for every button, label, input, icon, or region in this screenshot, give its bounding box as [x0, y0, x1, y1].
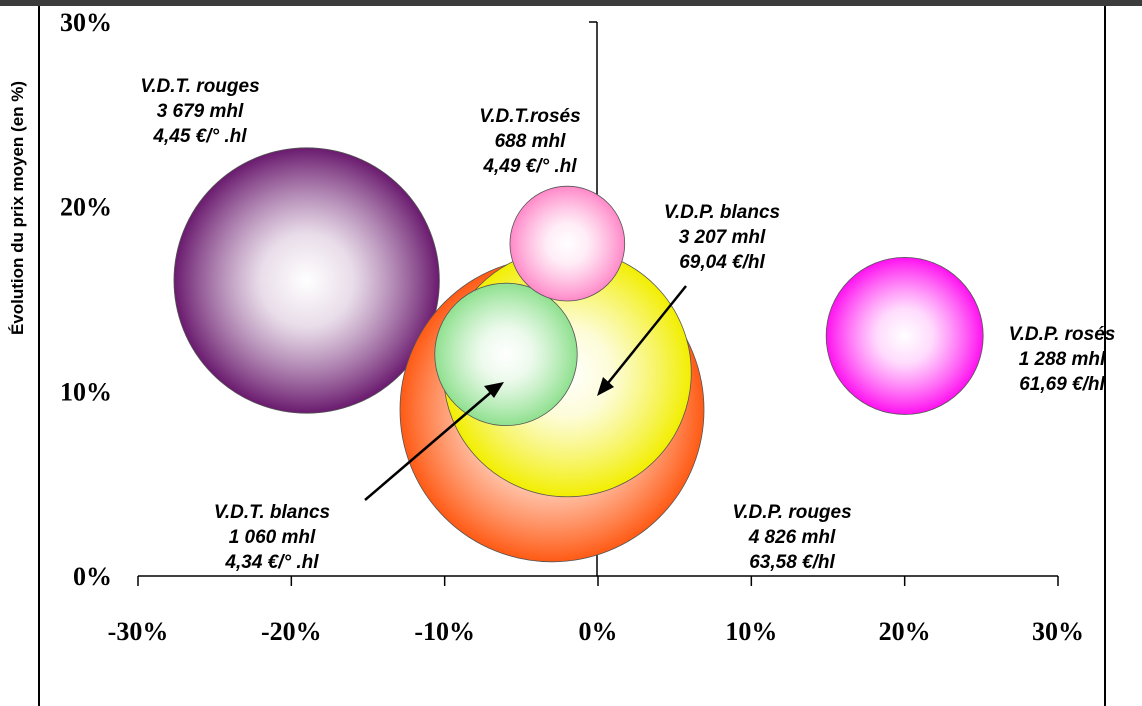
bubble-label-line: 4 826 mhl: [748, 527, 836, 548]
arrows: [364, 285, 687, 501]
bubble-label-line: V.D.P. rosés: [1009, 324, 1116, 345]
arrowhead-vdp-blancs: [597, 377, 614, 396]
bubble-label-line: 4,45 €/° .hl: [152, 126, 247, 147]
x-tick-label: 20%: [879, 617, 931, 646]
bubble-label-line: 3 679 mhl: [157, 101, 244, 122]
y-tick-label: 30%: [60, 8, 112, 37]
bubble-v-d-t-blancs: [434, 282, 578, 427]
arrow-vdt-blancs: [364, 387, 497, 501]
bubble-v-d-t-ros-s: [509, 185, 626, 302]
bubble-label-line: 688 mhl: [495, 131, 566, 152]
bubble-label-line: V.D.P. blancs: [664, 202, 780, 223]
bubble-v-d-t-rouges: [173, 147, 440, 414]
chart-frame: [38, 6, 1106, 706]
bubble-label-v-d-p-ros-s: V.D.P. rosés 1 288 mhl 61,69 €/hl: [1009, 324, 1116, 395]
bubble-label-line: 1 060 mhl: [229, 527, 316, 548]
x-tick-label: -30%: [108, 617, 169, 646]
y-tick-label: 0%: [73, 562, 112, 591]
x-tick-label: 30%: [1032, 617, 1084, 646]
bubble-label-line: 4,49 €/° .hl: [482, 156, 577, 177]
arrow-vdp-blancs: [603, 285, 687, 389]
bubble-label-line: V.D.T. rouges: [140, 76, 259, 97]
bubble-label-v-d-t-rouges: V.D.T. rouges 3 679 mhl 4,45 €/° .hl: [140, 76, 259, 147]
bubble-label-line: 63,58 €/hl: [749, 552, 835, 573]
x-tick-label: -10%: [414, 617, 475, 646]
bubble-label-line: 3 207 mhl: [679, 227, 766, 248]
bubble-label-v-d-t-ros-s: V.D.T.rosés 688 mhl 4,49 €/° .hl: [479, 106, 580, 177]
bubbles: [173, 147, 984, 563]
y-tick-label: 10%: [60, 377, 112, 406]
x-tick-label: 0%: [579, 617, 618, 646]
top-bar: [0, 0, 1142, 6]
bubble-label-line: 4,34 €/° .hl: [224, 552, 319, 573]
bubble-label-line: 61,69 €/hl: [1019, 374, 1105, 395]
arrowhead-vdt-blancs: [484, 382, 504, 398]
y-tick-label: 20%: [60, 193, 112, 222]
bubble-label-line: V.D.T. blancs: [214, 502, 330, 523]
bubble-label-line: 69,04 €/hl: [679, 252, 765, 273]
bubble-label-v-d-t-blancs: V.D.T. blancs 1 060 mhl 4,34 €/° .hl: [214, 502, 330, 573]
bubble-label-v-d-p-blancs: V.D.P. blancs 3 207 mhl 69,04 €/hl: [664, 202, 780, 273]
x-tick-label: -20%: [261, 617, 322, 646]
bubble-label-line: V.D.P. rouges: [732, 502, 851, 523]
bubble-label-line: 1 288 mhl: [1019, 349, 1106, 370]
y-axis-title: Évolution du prix moyen (en %): [8, 81, 27, 335]
bubble-label-v-d-p-rouges: V.D.P. rouges 4 826 mhl 63,58 €/hl: [732, 502, 851, 573]
bubble-v-d-p-ros-s: [825, 257, 984, 415]
x-tick-label: 10%: [725, 617, 777, 646]
bubble-label-line: V.D.T.rosés: [479, 106, 580, 127]
